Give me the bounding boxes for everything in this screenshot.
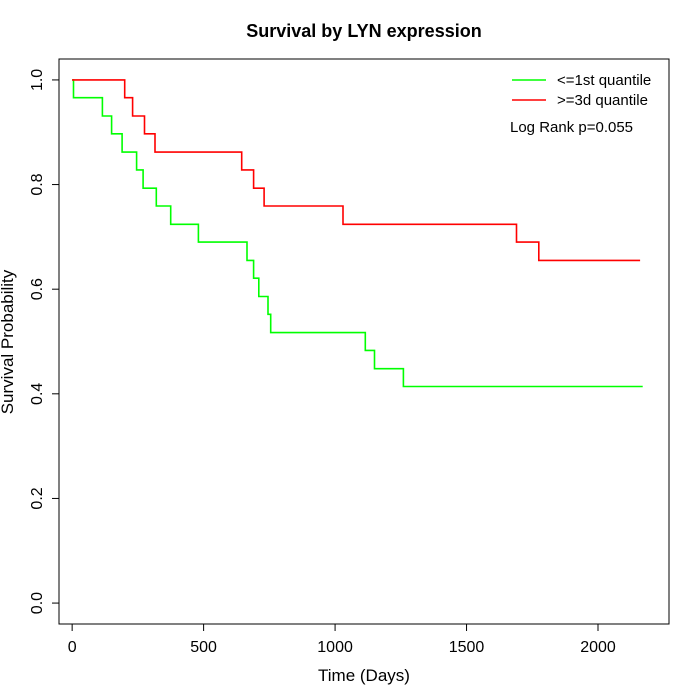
x-tick-label: 1000 <box>317 639 353 656</box>
y-tick-label: 0.0 <box>29 592 46 614</box>
series-line-2 <box>72 79 641 262</box>
x-tick-label: 500 <box>190 639 217 656</box>
legend-label-2: >=3d quantile <box>557 92 648 109</box>
series-line-1 <box>72 79 643 388</box>
y-axis-label: Survival Probability <box>0 269 17 414</box>
log-rank-annotation: Log Rank p=0.055 <box>510 119 633 136</box>
y-tick-label: 0.2 <box>29 487 46 509</box>
x-tick-label: 1500 <box>449 639 485 656</box>
series-layer <box>72 79 643 388</box>
x-axis: 0 500 1000 1500 2000 <box>68 623 616 656</box>
plot-frame <box>58 58 670 625</box>
y-axis: 0.0 0.2 0.4 0.6 0.8 1.0 <box>29 69 60 614</box>
legend-label-1: <=1st quantile <box>557 72 651 89</box>
x-tick-label: 2000 <box>580 639 616 656</box>
y-tick-label: 0.4 <box>29 383 46 405</box>
y-tick-label: 1.0 <box>29 69 46 91</box>
chart-title: Survival by LYN expression <box>246 21 481 41</box>
y-tick-label: 0.8 <box>29 173 46 195</box>
legend: <=1st quantile >=3d quantile <box>512 72 651 109</box>
x-axis-label: Time (Days) <box>318 666 410 685</box>
y-tick-label: 0.6 <box>29 278 46 300</box>
x-tick-label: 0 <box>68 639 77 656</box>
